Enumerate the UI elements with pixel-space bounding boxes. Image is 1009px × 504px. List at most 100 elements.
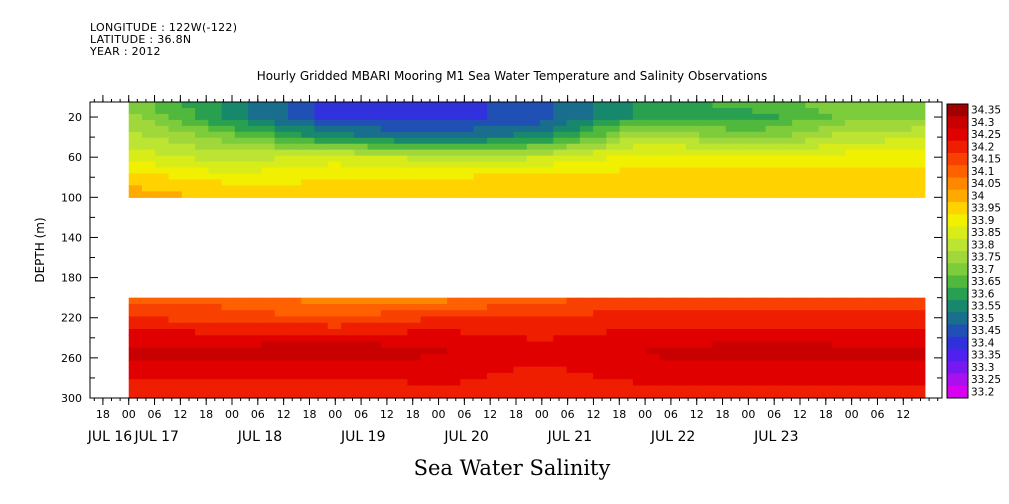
salinity-cell [739,310,753,318]
salinity-cell [155,173,170,181]
salinity-cell [301,379,316,387]
salinity-cell [168,360,183,368]
salinity-cell [540,113,554,121]
salinity-cell [274,347,289,355]
salinity-cell [486,185,501,192]
salinity-cell [513,137,528,145]
salinity-cell [858,347,873,355]
salinity-cell [739,335,753,343]
y-tick-label: 220 [61,312,82,325]
salinity-cell [341,137,355,145]
colorbar-swatch [947,165,968,178]
salinity-cell [314,391,329,399]
salinity-cell [672,137,687,145]
salinity-cell [566,119,581,127]
salinity-cell [327,191,342,198]
salinity-cell [314,360,329,368]
salinity-cell [699,329,714,336]
salinity-cell [778,391,793,399]
salinity-cell [792,143,806,151]
salinity-cell [818,119,833,127]
salinity-cell [394,102,408,109]
colorbar-swatch [947,263,968,276]
salinity-cell [195,119,209,127]
salinity-cell [593,137,607,145]
salinity-cell [447,391,462,399]
salinity-cell [301,155,316,163]
salinity-cell [526,366,541,374]
salinity-cell [593,143,607,151]
salinity-cell [486,179,501,187]
salinity-cell [526,131,541,139]
salinity-cell [725,179,740,187]
salinity-cell [818,354,833,361]
colorbar-label: 34.05 [971,178,1001,190]
salinity-cell [619,329,634,336]
salinity-cell [274,143,289,151]
salinity-cell [486,379,501,387]
salinity-cell [301,329,316,336]
salinity-cell [765,372,780,380]
salinity-cell [685,360,700,368]
x-hour-label: 06 [354,408,368,421]
salinity-cell [526,379,541,387]
salinity-cell [234,322,249,330]
salinity-cell [486,167,501,175]
salinity-cell [646,347,661,355]
salinity-cell [911,107,926,115]
salinity-cell [845,335,860,343]
salinity-cell [739,119,753,127]
salinity-cell [473,179,488,187]
salinity-cell [181,329,196,336]
salinity-cell [778,385,793,393]
salinity-cell [433,179,448,187]
salinity-cell [579,316,594,324]
salinity-cell [871,329,886,336]
upper-layer-field [128,102,926,198]
salinity-cell [898,131,913,139]
salinity-cell [195,161,209,169]
salinity-cell [778,347,793,355]
salinity-cell [699,391,714,399]
salinity-cell [593,191,607,198]
salinity-cell [712,385,727,393]
salinity-cell [447,143,462,151]
salinity-cell [672,125,687,133]
salinity-cell [593,366,607,374]
salinity-cell [513,149,528,157]
salinity-cell [473,329,488,336]
salinity-cell [871,335,886,343]
salinity-cell [354,391,369,399]
salinity-cell [659,173,674,181]
salinity-cell [473,185,488,192]
salinity-cell [672,149,687,157]
salinity-cell [447,379,462,387]
x-hour-label: 06 [664,408,678,421]
salinity-cell [818,143,833,151]
salinity-cell [911,137,926,145]
salinity-cell [739,125,753,133]
salinity-cell [898,107,913,115]
salinity-cell [898,372,913,380]
salinity-cell [765,155,780,163]
salinity-cell [646,385,661,393]
salinity-cell [128,297,143,305]
x-hour-label: 06 [767,408,781,421]
salinity-cell [792,379,806,387]
salinity-cell [659,167,674,175]
salinity-cell [433,335,448,343]
salinity-cell [500,167,515,175]
salinity-cell [168,341,183,349]
salinity-cell [765,297,780,305]
salinity-cell [845,310,860,318]
salinity-cell [181,149,196,157]
colorbar-label: 33.25 [971,374,1001,386]
salinity-cell [287,102,302,109]
salinity-cell [725,310,740,318]
salinity-cell [181,391,196,399]
salinity-cell [593,149,607,157]
colorbar-label: 33.5 [971,313,994,325]
salinity-cell [513,347,528,355]
salinity-cell [420,297,435,305]
salinity-cell [685,137,700,145]
